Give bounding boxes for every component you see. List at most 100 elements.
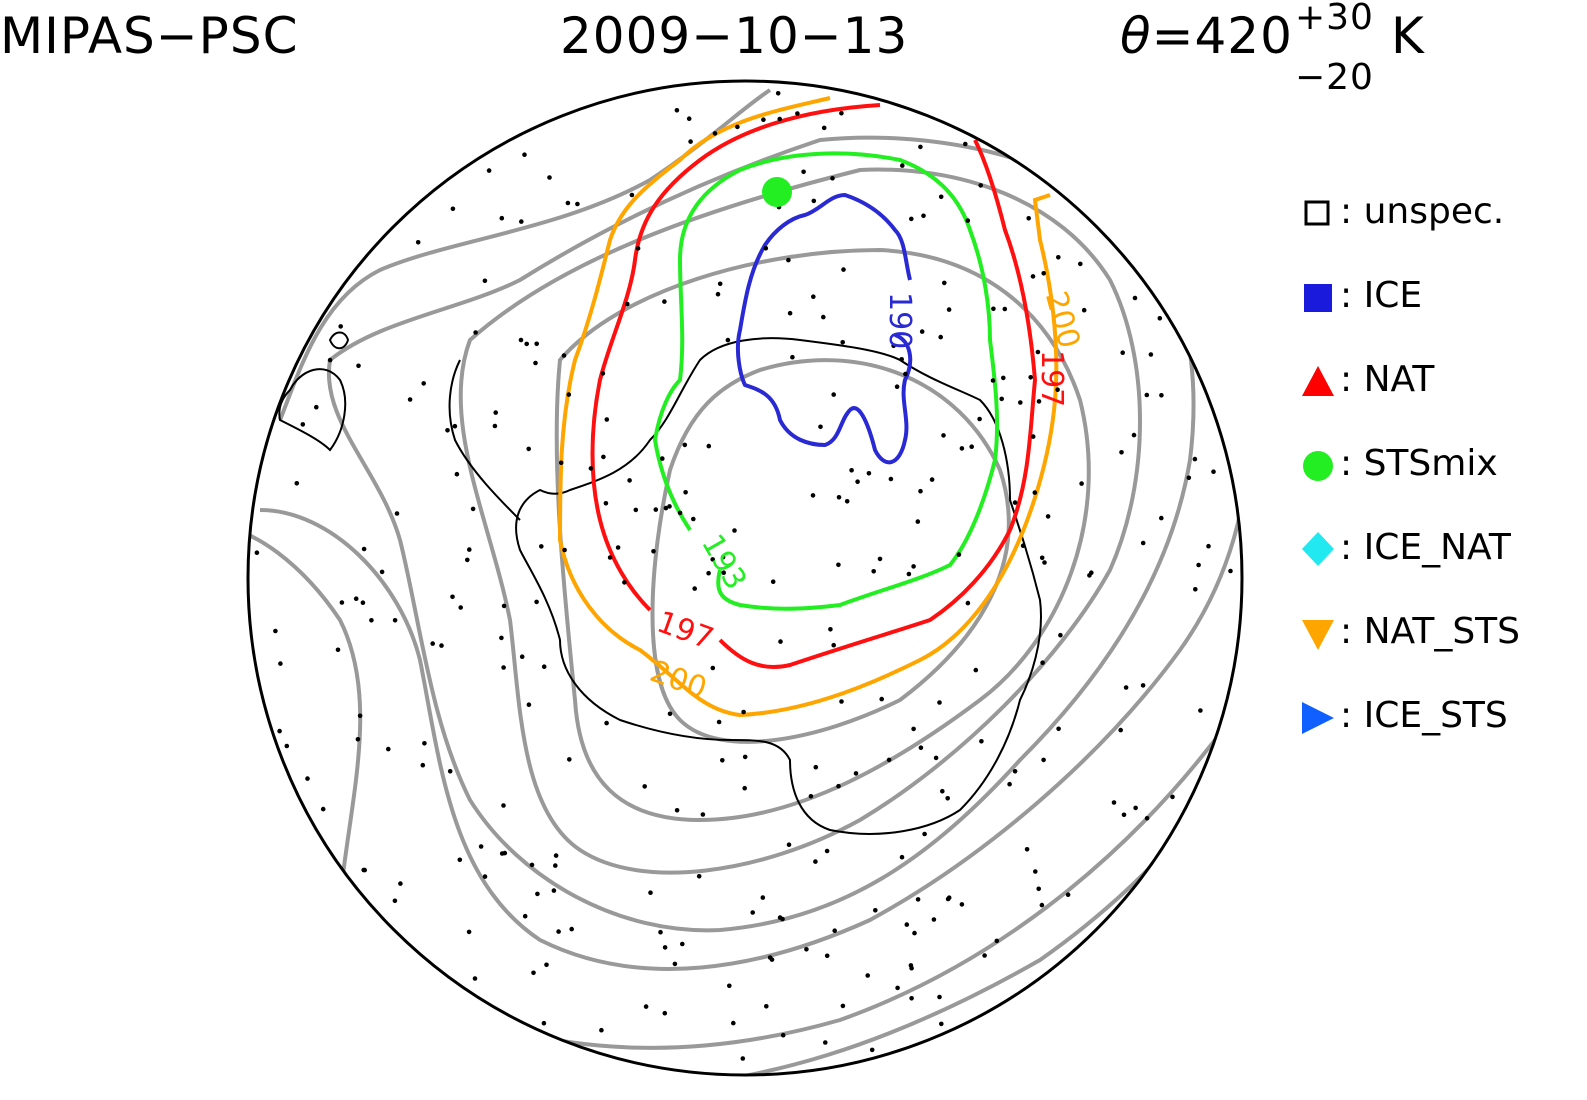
measurement-point (635, 246, 641, 251)
map-boundary-circle (246, 79, 1244, 1077)
measurement-point (922, 831, 927, 837)
measurement-point (1170, 794, 1175, 800)
measurement-point (911, 564, 916, 569)
measurement-point (1079, 481, 1084, 486)
measurement-point (1045, 514, 1051, 519)
measurement-point (1018, 400, 1023, 405)
measurement-point (465, 557, 470, 563)
theta-value: =420 (1151, 7, 1293, 65)
measurement-point (518, 337, 524, 343)
measurement-point (667, 504, 672, 509)
measurement-point (524, 341, 529, 347)
measurement-point (553, 863, 558, 868)
measurement-point (921, 213, 926, 219)
measurement-point (915, 897, 921, 902)
measurement-point (1087, 573, 1092, 578)
measurement-point (1120, 350, 1125, 356)
measurement-point (1002, 306, 1008, 312)
measurement-point (946, 895, 952, 900)
measurement-point (894, 384, 900, 390)
measurement-point (604, 720, 609, 726)
measurement-point (529, 862, 535, 868)
measurement-point (430, 641, 436, 646)
measurement-point (942, 280, 947, 286)
theta-symbol: θ (1120, 7, 1152, 65)
grey-contour-inner (650, 358, 1011, 744)
measurement-point (740, 1056, 746, 1061)
measurement-point (836, 495, 842, 500)
measurement-point (831, 392, 836, 397)
measurement-point (720, 758, 725, 763)
measurement-point (472, 976, 478, 981)
measurement-point (937, 994, 942, 1000)
measurement-point (777, 116, 782, 122)
measurement-point (839, 110, 844, 116)
legend-item-stsmix: : STSmix (1300, 442, 1580, 526)
measurement-point (853, 771, 859, 776)
measurement-point (938, 334, 943, 340)
measurement-point (556, 929, 561, 934)
measurement-point (720, 554, 726, 560)
measurement-point (534, 599, 539, 605)
measurement-point (1131, 432, 1137, 438)
measurement-point (544, 962, 549, 968)
measurement-point (1035, 349, 1041, 355)
measurement-point (314, 404, 319, 410)
measurement-point (642, 784, 647, 789)
measurement-point (1198, 708, 1203, 713)
measurement-point (492, 423, 498, 429)
measurement-point (653, 507, 659, 512)
measurement-point (599, 1027, 604, 1033)
measurement-point (447, 769, 453, 774)
measurement-point (1012, 500, 1018, 505)
measurement-point (706, 570, 711, 576)
measurement-point (1032, 490, 1038, 495)
measurement-point (1186, 475, 1192, 481)
measurement-point (770, 579, 776, 584)
measurement-point (683, 490, 688, 495)
measurement-point (991, 306, 996, 312)
measurement-point (1111, 800, 1117, 805)
measurement-point (918, 144, 923, 150)
measurement-point (499, 635, 504, 641)
measurement-point (933, 755, 939, 761)
legend-label-nat-sts: : NAT_STS (1340, 611, 1521, 652)
measurement-point (672, 961, 678, 967)
measurement-point (421, 381, 427, 386)
measurement-point (622, 580, 627, 585)
measurement-point (1133, 805, 1138, 811)
measurement-point (823, 1040, 828, 1045)
measurement-point (1001, 375, 1006, 381)
antarctica-coastline (515, 337, 1042, 835)
grey-contour-2 (554, 247, 1091, 823)
measurement-point (994, 938, 1000, 944)
measurement-point (1012, 769, 1018, 774)
measurement-point (466, 929, 472, 935)
measurement-point (990, 378, 996, 383)
measurement-point (662, 1010, 668, 1016)
measurement-point (841, 267, 846, 272)
measurement-point (1020, 543, 1026, 548)
measurement-point (824, 848, 830, 854)
measurement-point (727, 983, 732, 989)
triangle-up-icon (1302, 366, 1334, 396)
measurement-point (780, 1032, 786, 1038)
measurement-point (1033, 869, 1038, 874)
measurement-point (566, 392, 572, 397)
measurement-point (969, 444, 974, 450)
measurement-point (808, 794, 814, 799)
measurement-point (600, 371, 606, 376)
measurement-point (629, 192, 635, 198)
measurement-point (963, 141, 968, 147)
measurement-point (493, 410, 499, 415)
measurement-point (519, 654, 525, 659)
measurement-point (965, 218, 971, 223)
measurement-point (725, 337, 731, 343)
measurement-point (712, 131, 718, 136)
measurement-point (551, 888, 557, 893)
measurement-point (615, 545, 621, 550)
measurement-point (903, 371, 908, 377)
grey-contour-6 (248, 528, 363, 901)
measurement-point (732, 528, 737, 533)
